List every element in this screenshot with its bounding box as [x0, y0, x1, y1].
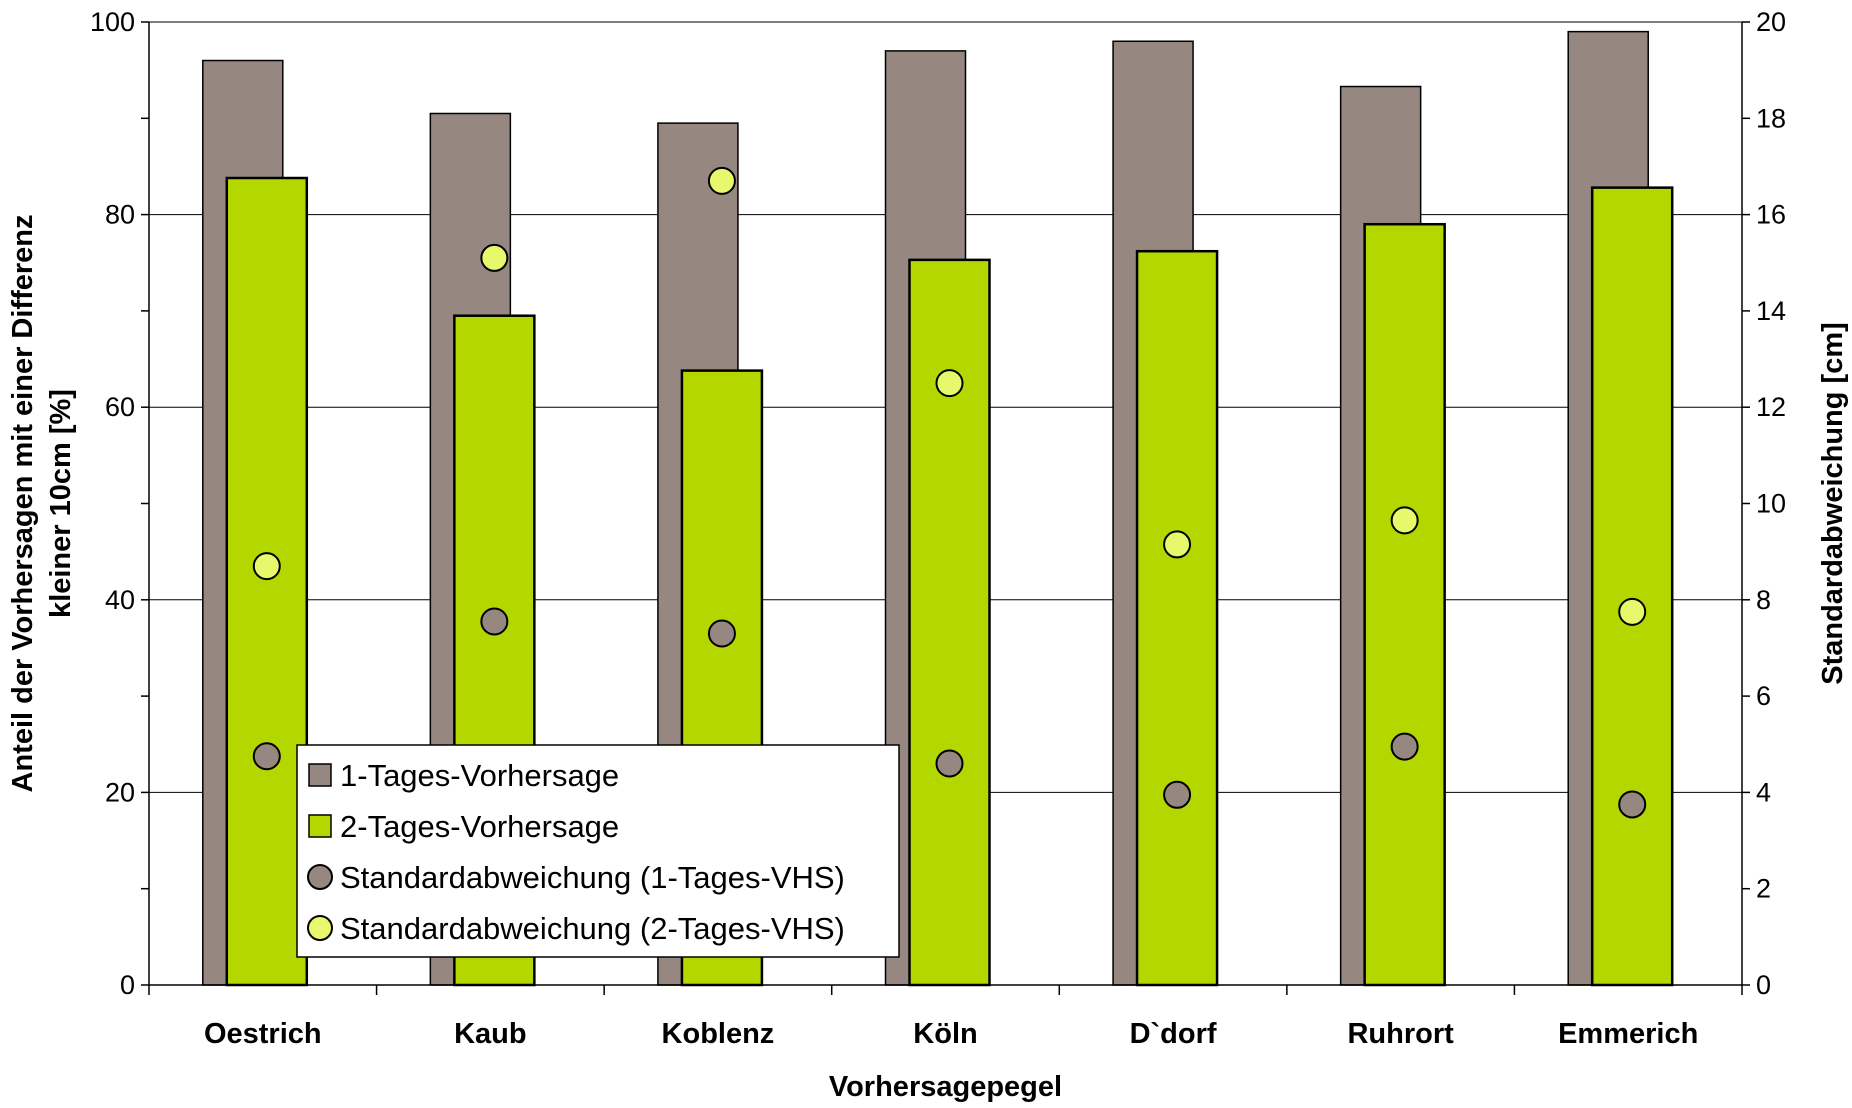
tick-label-left: 40: [105, 585, 135, 615]
point-Standardabweichung (1-Tages-VHS): [252, 742, 281, 771]
labels: 0 20 40 60 80 100 0 2 4 6 8 10 12 14 16 18 20 Oestrich Kau…: [7, 7, 1849, 1103]
point-Standardabweichung (2-Tages-VHS): [480, 243, 509, 272]
point-Standardabweichung (1-Tages-VHS): [1163, 780, 1192, 809]
bar-2-Tages-Vorhersage: [908, 258, 991, 987]
category-label: Köln: [913, 1018, 977, 1050]
legend-marker: [307, 915, 333, 941]
y-axis-title-line2: kleiner 10cm [%]: [45, 389, 77, 618]
category-label: D`dorf: [1130, 1018, 1217, 1050]
category-label: Koblenz: [662, 1018, 775, 1050]
point-Standardabweichung (1-Tages-VHS): [1618, 790, 1647, 819]
category-label: Emmerich: [1558, 1018, 1698, 1050]
point-Standardabweichung (1-Tages-VHS): [480, 607, 509, 636]
category-label: Kaub: [454, 1018, 527, 1050]
tick-label-left: 100: [90, 7, 135, 37]
tick-label-right: 8: [1756, 585, 1771, 615]
legend-label: Standardabweichung (1-Tages-VHS): [340, 860, 845, 895]
point-Standardabweichung (2-Tages-VHS): [707, 166, 736, 195]
legend-swatch: [308, 763, 332, 787]
legend-swatch: [308, 814, 332, 838]
point-Standardabweichung (1-Tages-VHS): [707, 619, 736, 648]
tick-label-right: 14: [1756, 296, 1786, 326]
tick-label-right: 0: [1756, 970, 1771, 1000]
axes: [141, 21, 1750, 995]
tick-label-right: 6: [1756, 681, 1771, 711]
point-Standardabweichung (2-Tages-VHS): [1618, 597, 1647, 626]
tick-label-right: 16: [1756, 200, 1786, 230]
bars: [202, 30, 1674, 987]
bar-2-Tages-Vorhersage: [225, 176, 309, 987]
tick-label-left: 80: [105, 200, 135, 230]
y2-axis-title: Standardabweichung [cm]: [1817, 322, 1849, 685]
point-Standardabweichung (2-Tages-VHS): [1163, 530, 1192, 559]
legend-label: Standardabweichung (2-Tages-VHS): [340, 911, 845, 946]
category-label: Oestrich: [204, 1018, 322, 1050]
tick-label-right: 10: [1756, 489, 1786, 519]
tick-label-right: 18: [1756, 103, 1786, 133]
legend-label: 2-Tages-Vorhersage: [340, 809, 619, 844]
y-axis-title-line1: Anteil der Vorhersagen mit einer Differe…: [7, 215, 39, 793]
tick-label-left: 60: [105, 392, 135, 422]
bar-2-Tages-Vorhersage: [1135, 249, 1219, 987]
tick-label-right: 12: [1756, 392, 1786, 422]
point-Standardabweichung (2-Tages-VHS): [1390, 506, 1419, 535]
legend-box: [296, 744, 900, 958]
tick-label-right: 20: [1756, 7, 1786, 37]
x-axis-title: Vorhersagepegel: [829, 1071, 1062, 1103]
tick-label-left: 0: [120, 970, 135, 1000]
bar-2-Tages-Vorhersage: [1590, 186, 1674, 987]
tick-label-right: 2: [1756, 874, 1771, 904]
category-label: Ruhrort: [1347, 1018, 1454, 1050]
points: [252, 166, 1647, 819]
point-Standardabweichung (1-Tages-VHS): [1390, 732, 1419, 761]
point-Standardabweichung (2-Tages-VHS): [252, 552, 281, 581]
bar-2-Tages-Vorhersage: [1363, 222, 1446, 987]
point-Standardabweichung (2-Tages-VHS): [935, 369, 964, 398]
legend-label: 1-Tages-Vorhersage: [340, 758, 619, 793]
tick-label-left: 20: [105, 777, 135, 807]
tick-label-right: 4: [1756, 777, 1771, 807]
point-Standardabweichung (1-Tages-VHS): [935, 749, 964, 778]
legend-marker: [307, 864, 333, 890]
legend: 1-Tages-Vorhersage 2-Tages-Vorhersage Stan…: [296, 744, 900, 958]
